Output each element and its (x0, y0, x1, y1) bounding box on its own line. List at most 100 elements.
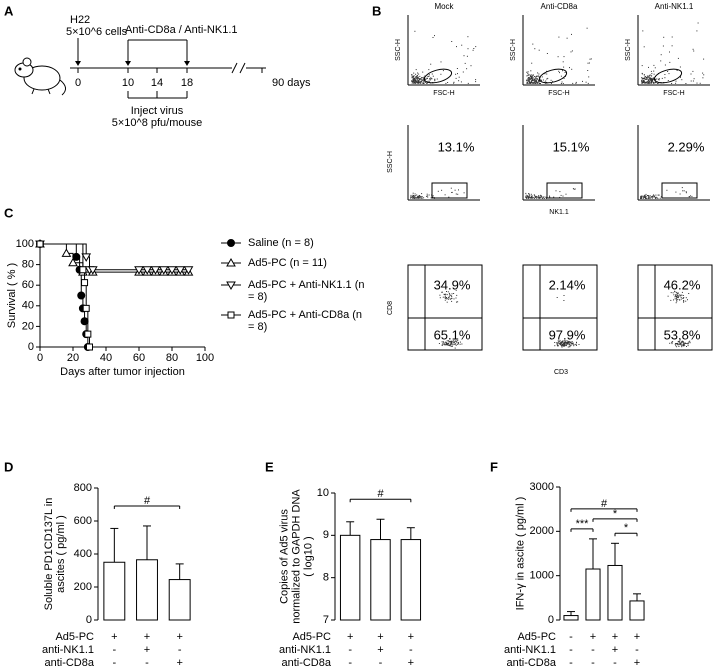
event-dot (561, 344, 562, 346)
event-dot (538, 197, 540, 199)
event-dot (527, 83, 529, 84)
column-title: Anti-NK1.1 (655, 2, 694, 11)
event-dot (646, 81, 648, 83)
event-dot (680, 343, 682, 345)
row-mark: + (612, 644, 618, 656)
significance: # (377, 488, 384, 500)
event-dot (558, 70, 560, 72)
survival-curve (40, 243, 189, 271)
event-dot (453, 293, 455, 294)
event-dot (528, 197, 530, 199)
event-dot (436, 78, 438, 80)
legend-marker (226, 257, 236, 267)
event-dot (537, 79, 539, 81)
event-dot (682, 190, 684, 192)
event-dot (453, 298, 455, 300)
event-dot (656, 78, 658, 80)
event-dot (556, 344, 558, 346)
marker (36, 240, 44, 248)
marker (134, 266, 144, 275)
event-dot (446, 298, 448, 300)
event-dot (539, 83, 541, 84)
event-dot (457, 343, 459, 345)
event-dot (446, 291, 447, 292)
mouse-tail (59, 79, 66, 96)
timeline-label: 0 (75, 77, 81, 89)
quadrant-percent: 34.9% (434, 277, 471, 292)
event-dot (535, 78, 537, 80)
plot-frame (522, 264, 598, 351)
event-dot (545, 196, 547, 198)
event-dot (428, 75, 430, 77)
event-dot (420, 78, 421, 80)
event-dot (413, 82, 415, 84)
event-dot (571, 341, 573, 342)
event-dot (655, 196, 657, 198)
event-dot (546, 78, 548, 80)
event-dot (568, 341, 570, 343)
event-dot (651, 73, 653, 75)
event-dot (643, 78, 645, 80)
event-dot (640, 195, 642, 197)
event-dot (559, 339, 561, 341)
event-dot (531, 196, 533, 197)
event-dot (532, 76, 534, 78)
event-dot (543, 197, 545, 199)
event-dot (533, 74, 534, 76)
event-dot (550, 83, 552, 84)
event-dot (675, 345, 677, 347)
event-dot (560, 344, 561, 346)
event-dot (415, 80, 417, 82)
event-dot (537, 82, 539, 84)
event-dot (573, 188, 575, 190)
event-dot (563, 295, 565, 296)
event-dot (414, 196, 416, 198)
event-dot (416, 81, 417, 83)
event-dot (541, 80, 542, 82)
event-dot (475, 79, 477, 81)
event-dot (648, 81, 650, 83)
event-dot (534, 77, 536, 79)
event-dot (450, 344, 452, 345)
event-dot (697, 22, 699, 24)
event-dot (675, 295, 677, 297)
event-dot (443, 344, 445, 346)
event-dot (454, 343, 455, 345)
event-dot (689, 340, 691, 342)
event-dot (453, 82, 455, 84)
event-dot (534, 76, 536, 77)
event-dot (413, 75, 415, 77)
event-dot (575, 82, 577, 84)
x-tick-label: 20 (67, 352, 79, 364)
event-dot (589, 58, 591, 60)
event-dot (676, 299, 678, 301)
event-dot (686, 343, 688, 344)
event-dot (554, 345, 556, 347)
event-dot (531, 62, 533, 64)
event-dot (676, 296, 678, 298)
event-dot (538, 75, 540, 77)
event-dot (649, 81, 651, 83)
error-bar (175, 563, 184, 580)
event-dot (445, 343, 447, 345)
event-dot (647, 75, 649, 77)
event-dot (676, 291, 678, 293)
event-dot (578, 344, 580, 345)
legend-label: Ad5-PC (n = 11) (248, 257, 327, 269)
event-dot (414, 195, 416, 197)
event-dot (571, 343, 573, 345)
event-dot (672, 341, 674, 343)
event-dot (693, 78, 695, 80)
bar (607, 564, 623, 621)
marker (79, 266, 87, 274)
row-label: anti-CD8a (44, 657, 94, 669)
event-dot (681, 346, 683, 348)
event-dot (653, 82, 655, 84)
event-dot (571, 68, 573, 70)
event-dot (429, 78, 431, 80)
event-dot (678, 341, 680, 343)
row-label: anti-CD8a (506, 657, 556, 669)
event-dot (411, 77, 413, 79)
event-dot (563, 345, 565, 347)
event-dot (561, 81, 563, 83)
